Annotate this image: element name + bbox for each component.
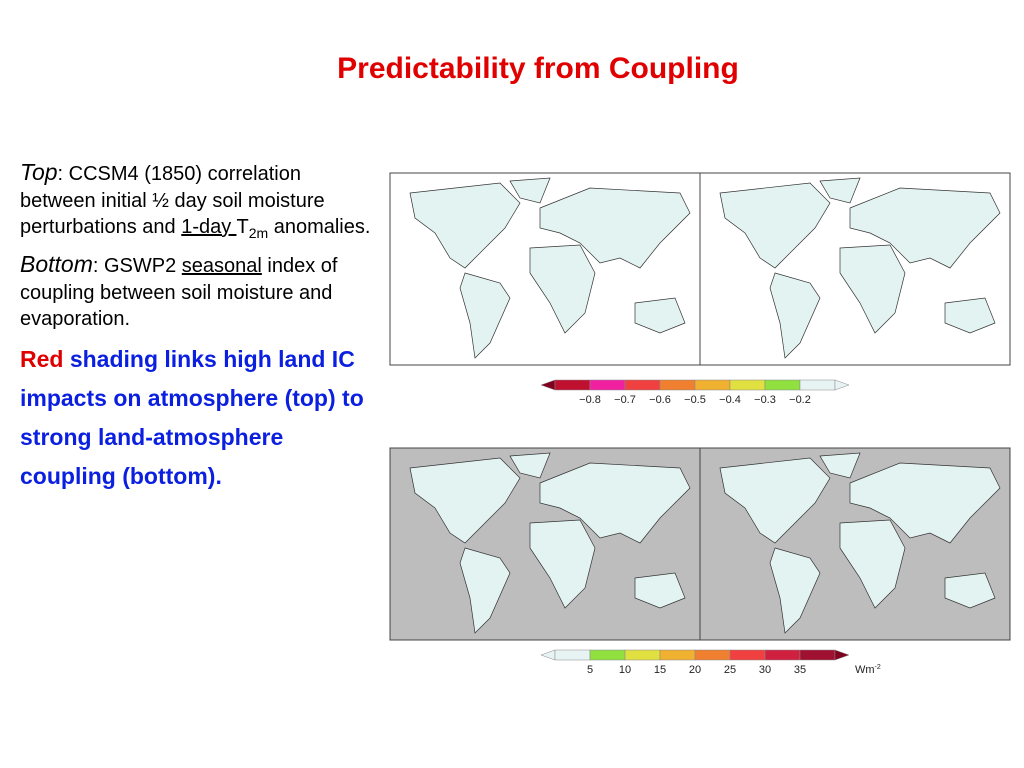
- colorbar-cap: [834, 649, 850, 661]
- colorbar-cap: [540, 379, 556, 391]
- colorbar-label: 35: [794, 664, 806, 676]
- colorbar-swatch: [659, 649, 696, 661]
- colorbar-swatch: [694, 379, 731, 391]
- colorbar-swatch: [764, 379, 801, 391]
- colorbar-swatch: [799, 379, 836, 391]
- unit: Wm: [855, 664, 875, 676]
- text: Red: [20, 345, 64, 372]
- text: :: [57, 163, 69, 185]
- text: T: [236, 215, 249, 238]
- colorbar-label: −0.2: [789, 394, 811, 406]
- text: anomalies.: [268, 215, 371, 238]
- colorbar-swatch: [659, 379, 696, 391]
- paragraph: Red shading links high land IC impacts o…: [20, 340, 380, 496]
- map-frame: [699, 447, 1011, 641]
- colorbar-swatch: [729, 379, 766, 391]
- text: 1-day: [181, 215, 237, 238]
- colorbar-swatch: [799, 649, 836, 661]
- map-panel: [699, 447, 1011, 641]
- map-panel: [389, 172, 701, 366]
- colorbar-swatch: [729, 649, 766, 661]
- text: GSWP2: [104, 255, 182, 278]
- map-frame: [699, 172, 1011, 366]
- colorbar-cap: [540, 649, 556, 661]
- colorbar-label: 10: [619, 664, 631, 676]
- colorbar-label: −0.5: [684, 394, 706, 406]
- colorbar-swatch: [624, 649, 661, 661]
- colorbar-swatch: [589, 379, 626, 391]
- colorbar-label: 5: [587, 664, 593, 676]
- text: index of coupling between soil moisture …: [20, 255, 338, 330]
- subscript: 2m: [248, 224, 269, 241]
- colorbar-label: −0.7: [614, 394, 636, 406]
- colorbar-label: −0.6: [649, 394, 671, 406]
- label: Top: [20, 159, 58, 185]
- colorbar-label: 30: [759, 664, 771, 676]
- colorbar-cap: [834, 379, 850, 391]
- colorbar-label: −0.4: [719, 394, 741, 406]
- colorbar-swatch: [624, 379, 661, 391]
- colorbar-label: −0.3: [754, 394, 776, 406]
- unit-exponent: -2: [875, 664, 881, 671]
- colorbar-swatch: [589, 649, 626, 661]
- text: CCSM4 (1850) correlation between initial…: [20, 163, 325, 238]
- paragraph: Top: CCSM4 (1850) correlation between in…: [20, 158, 380, 242]
- slide-title: Predictability from Coupling: [337, 52, 739, 85]
- colorbar-label: 25: [724, 664, 736, 676]
- text-column: Top: CCSM4 (1850) correlation between in…: [20, 158, 380, 504]
- colorbar-swatch: [694, 649, 731, 661]
- text: shading links high land IC impacts on at…: [20, 345, 364, 490]
- label: Bottom: [20, 251, 93, 278]
- text: seasonal: [181, 255, 262, 278]
- map-panel: [389, 447, 701, 641]
- text: :: [92, 255, 104, 278]
- colorbar-unit: Wm-2: [855, 664, 881, 676]
- colorbar-label: 15: [654, 664, 666, 676]
- colorbar-swatch: [764, 649, 801, 661]
- map-panel: [699, 172, 1011, 366]
- figure: 1 May 18501 July 1850MAMJJA−0.8−0.7−0.6−…: [389, 172, 1011, 676]
- colorbar-label: 20: [689, 664, 701, 676]
- paragraph: Bottom: GSWP2 seasonal index of coupling…: [20, 250, 380, 332]
- colorbar-label: −0.8: [579, 394, 601, 406]
- colorbar-swatch: [554, 649, 591, 661]
- colorbar-swatch: [554, 379, 591, 391]
